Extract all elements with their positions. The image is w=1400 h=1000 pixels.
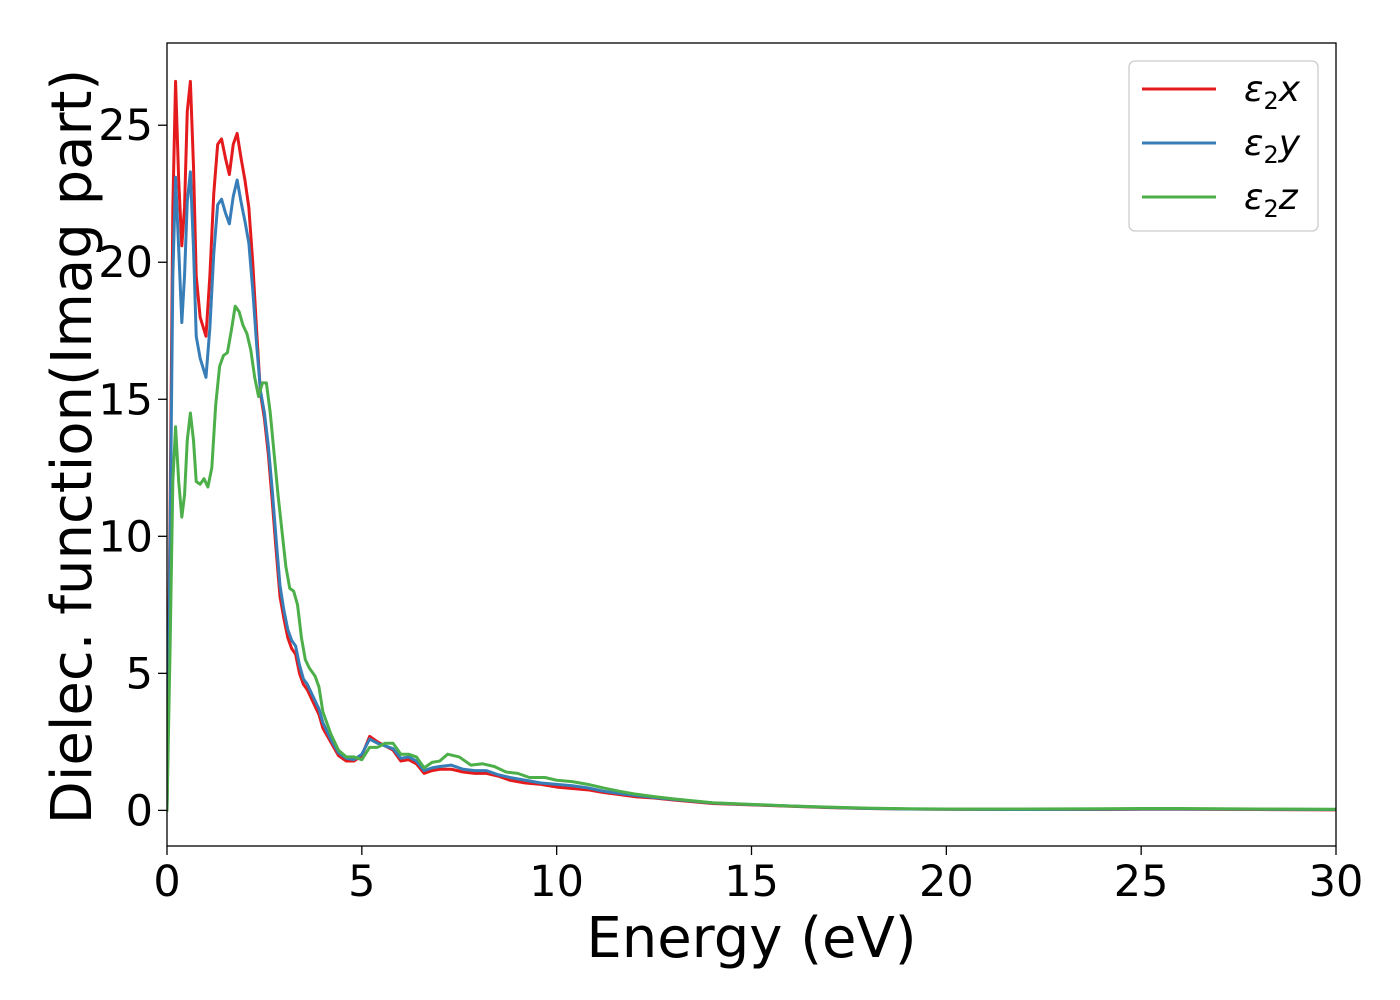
x-tick-label: 10 <box>529 857 584 907</box>
x-tick-label: 5 <box>348 857 375 907</box>
series-line-z <box>167 304 1336 812</box>
legend-label-y: ε2y <box>1244 123 1301 169</box>
y-tick-label: 25 <box>98 101 153 151</box>
series-line-y <box>167 170 1336 812</box>
x-tick-label: 15 <box>724 857 779 907</box>
legend-box <box>1128 60 1319 232</box>
x-tick-label: 25 <box>1114 857 1169 907</box>
legend: ε2x ε2y ε2z <box>1128 60 1319 232</box>
x-tick-label: 30 <box>1309 857 1364 907</box>
plot-area <box>167 79 1336 812</box>
x-tick-label: 20 <box>919 857 974 907</box>
y-tick-label: 5 <box>126 649 153 699</box>
x-axis-ticks: 0 5 10 15 20 25 30 <box>153 846 1363 907</box>
x-tick-label: 0 <box>153 857 180 907</box>
y-tick-label: 0 <box>126 786 153 836</box>
y-axis-ticks: 0 5 10 15 20 25 <box>98 101 167 836</box>
legend-label-z: ε2z <box>1244 177 1299 223</box>
y-tick-label: 20 <box>98 238 153 288</box>
plot-frame <box>166 42 1337 847</box>
x-axis-label: Energy (eV) <box>586 906 916 971</box>
y-tick-label: 10 <box>98 512 153 562</box>
legend-label-x: ε2x <box>1244 69 1301 115</box>
y-axis-label: Dielec. function(Imag part) <box>40 69 105 825</box>
y-tick-label: 15 <box>98 375 153 425</box>
